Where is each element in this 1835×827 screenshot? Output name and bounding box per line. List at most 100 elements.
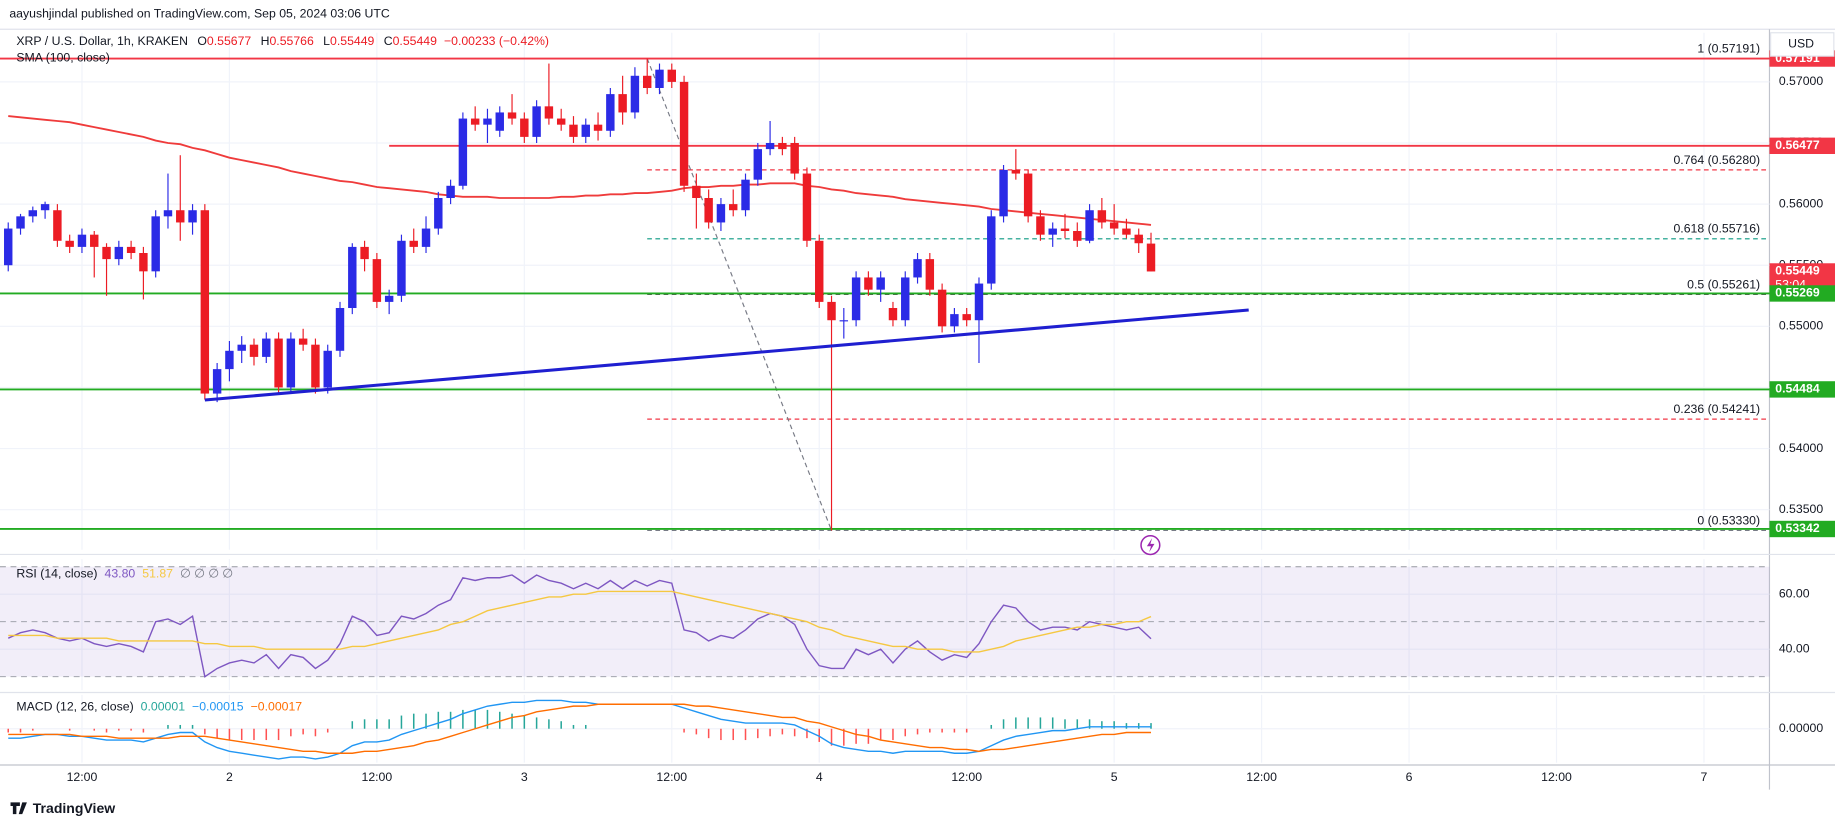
price-tag: [1769, 137, 1835, 155]
candle-body: [544, 106, 554, 119]
candle-body: [851, 277, 861, 321]
candle-body: [360, 246, 369, 260]
candle-body: [102, 246, 111, 260]
fib-label: 0.236 (0.54241): [1673, 402, 1760, 416]
overlay: 12:00 2 12:00 3 12:00 4 12:00 5 12:00 6 12:00 7 0.53…: [16, 32, 1835, 784]
candle-body: [901, 277, 910, 321]
candle-body: [311, 344, 320, 388]
x-tick-label: 6: [1406, 770, 1413, 784]
candle-body: [126, 246, 136, 254]
candle-body: [692, 185, 701, 199]
candle-body: [753, 149, 763, 180]
candle-body: [1073, 231, 1082, 241]
marks: [0, 57, 1770, 760]
candle-body: [114, 246, 124, 260]
candle-body: [888, 308, 898, 321]
candle-body: [790, 143, 799, 174]
candle-body: [1036, 216, 1045, 235]
fib-label: 1 (0.57191): [1697, 41, 1760, 55]
candle-body: [16, 216, 25, 229]
candle-body: [1146, 243, 1156, 272]
price-tag-label: 0.53342: [1775, 521, 1820, 535]
candle-body: [642, 75, 652, 88]
brand-logo: [10, 802, 27, 815]
candle-body: [778, 143, 787, 150]
candle-body: [569, 124, 578, 137]
candle-body: [1109, 222, 1119, 229]
candle-body: [999, 169, 1008, 217]
candle-body: [90, 234, 99, 247]
price-tag: [1769, 381, 1835, 398]
candle-body: [409, 240, 418, 247]
legend: RSI (14, close) 43.80 51.87 ∅ ∅ ∅ ∅: [16, 567, 233, 581]
legend-value: 43.80: [105, 567, 136, 581]
x-tick-label: 2: [226, 770, 233, 784]
candle-body: [618, 94, 627, 113]
price-tag-label: 0.55269: [1775, 286, 1820, 300]
line-series: [8, 699, 1152, 760]
candle-body: [1085, 210, 1094, 241]
change: −0.00233 (−0.42%): [444, 34, 549, 48]
ohlc-value: 0.55766: [269, 34, 314, 48]
candle-body: [188, 210, 197, 223]
price-tag-label: 0.56477: [1775, 138, 1820, 152]
candle-body: [925, 259, 935, 290]
candle-body: [286, 338, 296, 388]
x-tick-label: 12:00: [362, 770, 393, 784]
candle-body: [667, 69, 676, 82]
candle-body: [249, 344, 259, 357]
y-tick-label: 0.56000: [1779, 196, 1824, 210]
line-series: [8, 703, 1152, 754]
candle-body: [765, 143, 775, 150]
candle-body: [937, 289, 947, 327]
candle-body: [1011, 169, 1021, 174]
y-tick-label: 0.57000: [1779, 74, 1824, 88]
candle-body: [397, 240, 406, 296]
candle-body: [163, 210, 173, 217]
price-tag-label: 0.54484: [1775, 382, 1820, 396]
series-legend: SMA (100, close): [16, 51, 109, 65]
y-tick-label: 0.53500: [1779, 502, 1824, 516]
candle-body: [176, 210, 185, 223]
candle-body: [606, 94, 615, 131]
candle-body: [974, 283, 984, 321]
currency-box: [1770, 32, 1835, 57]
candle-body: [434, 198, 443, 229]
y-tick-label: 0.00000: [1779, 721, 1824, 735]
candle-body: [1097, 210, 1107, 223]
candle-body: [446, 185, 455, 199]
candle-body: [655, 69, 664, 88]
y-tick-label: 0.54000: [1779, 441, 1824, 455]
ohlc-label: H: [261, 34, 270, 48]
candle-body: [987, 216, 996, 284]
candle-body: [532, 106, 541, 137]
x-tick-label: 7: [1701, 770, 1708, 784]
candle-body: [507, 112, 517, 119]
legend-title: MACD (12, 26, close): [16, 700, 133, 714]
candle-body: [913, 259, 922, 278]
candle-body: [65, 240, 74, 247]
candle-body: [556, 118, 566, 125]
fib-label: 0.618 (0.55716): [1673, 222, 1760, 236]
candle-body: [1134, 234, 1143, 244]
ohlc-label: L: [323, 34, 330, 48]
candle-body: [1023, 173, 1033, 217]
candle-body: [262, 338, 271, 357]
candle-body: [716, 204, 726, 223]
line-series: [8, 590, 1152, 653]
line-series: [7, 574, 1152, 678]
candle-body: [139, 253, 148, 272]
y-tick-label: 0.55000: [1779, 319, 1824, 333]
line-series: [8, 115, 1152, 226]
x-tick-label: 3: [521, 770, 528, 784]
legend-title: XRP / U.S. Dollar, 1h, KRAKEN: [16, 34, 188, 48]
candle-body: [802, 173, 812, 241]
candle-body: [372, 259, 382, 302]
candle-body: [421, 228, 431, 247]
candle-body: [4, 228, 13, 266]
legend-value: 51.87: [142, 567, 173, 581]
candle-body: [704, 198, 713, 223]
y-tick-label: 60.00: [1779, 586, 1810, 600]
